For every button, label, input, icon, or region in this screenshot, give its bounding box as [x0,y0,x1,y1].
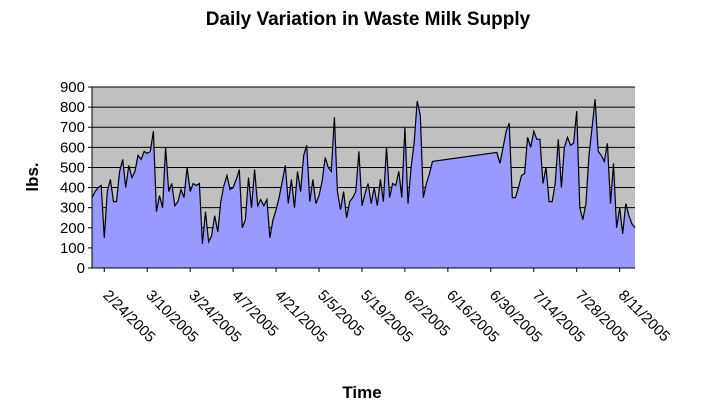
x-axis-title: Time [342,383,381,402]
y-tick-label: 900 [60,79,85,96]
y-tick-label: 500 [60,159,85,176]
y-tick-label: 0 [77,260,85,277]
area [92,99,635,268]
y-tick-label: 200 [60,220,85,237]
y-tick-label: 700 [60,119,85,136]
y-tick-label: 100 [60,240,85,257]
y-tick-label: 300 [60,200,85,217]
y-tick-label: 600 [60,139,85,156]
y-axis-title: lbs. [23,162,42,191]
line [91,99,636,245]
y-tick-label: 800 [60,99,85,116]
chart-title: Daily Variation in Waste Milk Supply [206,9,531,30]
y-tick-label: 400 [60,180,85,197]
